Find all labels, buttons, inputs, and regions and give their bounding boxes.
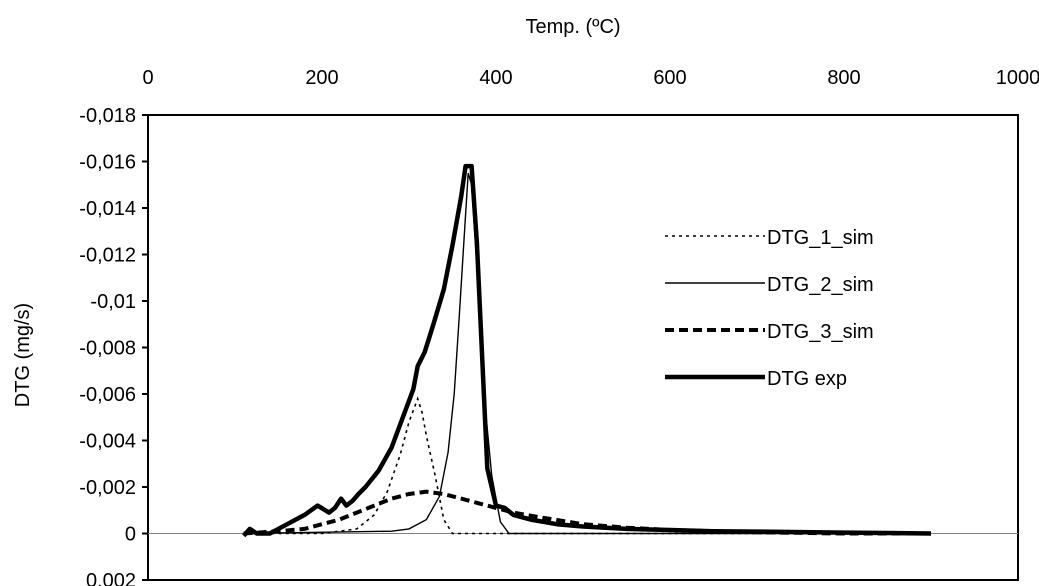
y-tick-label: -0,018	[79, 105, 136, 127]
y-tick-label: 0	[125, 524, 136, 546]
x-tick-label: 0	[142, 67, 153, 89]
series-layer	[242, 163, 932, 538]
legend-label: DTG_2_sim	[767, 274, 874, 296]
y-axis-ticks: -0,018 -0,016 -0,014 -0,012 -0,01 -0,008 -0,00…	[79, 105, 148, 586]
x-tick-label: 1000	[996, 67, 1039, 89]
x-tick-label: 200	[305, 67, 338, 89]
x-axis-title: Temp. (ºC)	[525, 16, 620, 38]
x-tick-label: 600	[653, 67, 686, 89]
series-line-dtg-exp	[242, 163, 932, 538]
y-tick-label: -0,012	[79, 245, 136, 267]
x-axis-ticks: 0 200 400 600 800 1000	[142, 67, 1039, 89]
series-line-dtg-1-sim	[243, 396, 931, 535]
y-tick-label: -0,006	[79, 384, 136, 406]
x-tick-label: 400	[479, 67, 512, 89]
y-tick-label: -0,004	[79, 431, 136, 453]
y-tick-label: -0,01	[90, 291, 136, 313]
y-tick-label: -0,014	[79, 198, 136, 220]
y-tick-label: -0,008	[79, 338, 136, 360]
legend-label: DTG exp	[767, 368, 847, 390]
plot-area-frame	[147, 114, 1019, 581]
y-tick-label: -0,002	[79, 477, 136, 499]
x-tick-label: 800	[827, 67, 860, 89]
legend-label: DTG_1_sim	[767, 227, 874, 249]
legend: DTG_1_sim DTG_2_sim DTG_3_sim DTG exp	[665, 227, 874, 390]
legend-label: DTG_3_sim	[767, 321, 874, 343]
y-tick-label: -0,016	[79, 152, 136, 174]
y-tick-label: 0,002	[86, 570, 136, 586]
y-axis-title: DTG (mg/s)	[12, 303, 34, 407]
